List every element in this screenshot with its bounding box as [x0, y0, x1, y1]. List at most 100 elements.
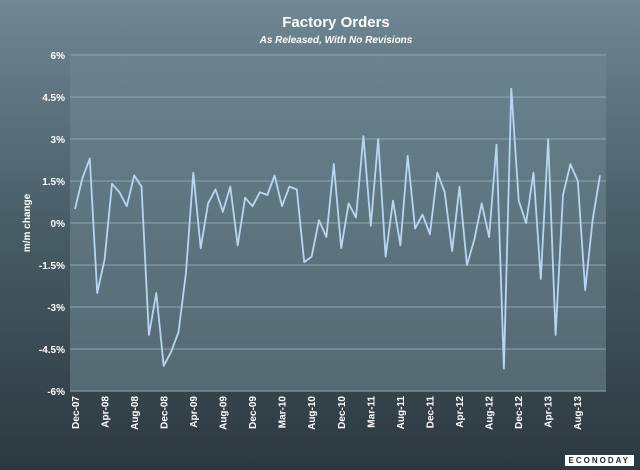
data-point	[318, 219, 320, 221]
data-point	[170, 351, 172, 353]
x-tick-label: Dec-11	[425, 396, 436, 429]
data-point	[399, 244, 401, 246]
x-tick-label: Aug-13	[573, 396, 584, 430]
data-point	[481, 202, 483, 204]
data-point	[422, 214, 424, 216]
data-point	[503, 368, 505, 370]
data-point	[584, 289, 586, 291]
x-tick-label: Aug-12	[484, 396, 495, 430]
data-point	[185, 272, 187, 274]
data-point	[74, 208, 76, 210]
data-point	[466, 264, 468, 266]
data-point	[392, 200, 394, 202]
data-point	[414, 228, 416, 230]
x-tick-label: Aug-11	[396, 396, 407, 430]
data-point	[407, 155, 409, 157]
chart-subtitle: As Released, With No Revisions	[259, 35, 413, 46]
x-tick-label: Dec-07	[71, 396, 82, 429]
y-tick-label: 1.5%	[42, 177, 65, 188]
series-line	[74, 87, 601, 370]
x-tick-label: Aug-10	[307, 396, 318, 430]
y-tick-label: 0%	[51, 219, 66, 230]
data-point	[340, 247, 342, 249]
data-point	[577, 180, 579, 182]
data-point	[444, 191, 446, 193]
data-point	[473, 239, 475, 241]
x-tick-label: Aug-08	[130, 396, 141, 430]
data-point	[237, 244, 239, 246]
data-point	[562, 194, 564, 196]
x-tick-label: Dec-08	[160, 396, 171, 429]
data-point	[325, 236, 327, 238]
data-point	[355, 216, 357, 218]
data-point	[592, 219, 594, 221]
x-tick-label: Mar-11	[366, 396, 377, 428]
data-point	[370, 225, 372, 227]
data-point	[89, 158, 91, 160]
data-point	[459, 186, 461, 188]
data-point	[215, 188, 217, 190]
data-point	[333, 163, 335, 165]
data-point	[104, 258, 106, 260]
data-point	[133, 174, 135, 176]
data-point	[525, 222, 527, 224]
x-tick-label: Dec-09	[248, 396, 259, 429]
data-point	[348, 202, 350, 204]
y-axis-ticks: 6% 4.5% 3% 1.5% 0% -1.5% -3% -4.5% -6%	[39, 51, 65, 398]
x-tick-label: Mar-10	[278, 396, 289, 429]
data-point	[81, 177, 83, 179]
data-point	[488, 236, 490, 238]
chart-title: Factory Orders	[282, 14, 390, 31]
data-point	[436, 172, 438, 174]
data-point	[163, 365, 165, 367]
data-point	[200, 247, 202, 249]
x-tick-label: Apr-12	[455, 396, 466, 428]
data-point	[281, 205, 283, 207]
data-point	[229, 186, 231, 188]
data-point	[118, 191, 120, 193]
data-point	[540, 278, 542, 280]
gridlines	[70, 54, 606, 392]
data-point	[96, 292, 98, 294]
data-point	[377, 138, 379, 140]
data-point	[496, 144, 498, 146]
data-point	[547, 138, 549, 140]
x-tick-label: Apr-09	[189, 396, 200, 428]
data-point	[296, 188, 298, 190]
data-point	[510, 88, 512, 90]
y-tick-label: -3%	[47, 303, 65, 314]
data-point	[288, 186, 290, 188]
y-tick-label: 6%	[51, 51, 66, 62]
data-point	[126, 205, 128, 207]
data-point	[451, 250, 453, 252]
data-point	[569, 163, 571, 165]
data-point	[252, 205, 254, 207]
data-point	[141, 186, 143, 188]
data-point	[244, 197, 246, 199]
y-tick-label: -6%	[47, 387, 65, 398]
x-tick-label: Dec-12	[514, 396, 525, 429]
y-tick-label: -1.5%	[39, 261, 65, 272]
data-point	[111, 183, 113, 185]
x-tick-label: Dec-10	[337, 396, 348, 429]
data-point	[429, 233, 431, 235]
data-point	[555, 334, 557, 336]
data-point	[192, 172, 194, 174]
data-point	[259, 191, 261, 193]
data-point	[274, 174, 276, 176]
data-point	[362, 135, 364, 137]
data-point	[266, 194, 268, 196]
data-point	[222, 211, 224, 213]
x-tick-label: Apr-13	[543, 396, 554, 428]
x-tick-label: Apr-08	[101, 396, 112, 428]
x-tick-label: Aug-09	[219, 396, 230, 430]
data-point	[599, 174, 601, 176]
data-point	[533, 172, 535, 174]
data-point	[518, 200, 520, 202]
data-point	[155, 292, 157, 294]
series-group	[74, 87, 601, 370]
y-tick-label: 3%	[51, 135, 66, 146]
data-point	[207, 202, 209, 204]
data-point	[303, 261, 305, 263]
